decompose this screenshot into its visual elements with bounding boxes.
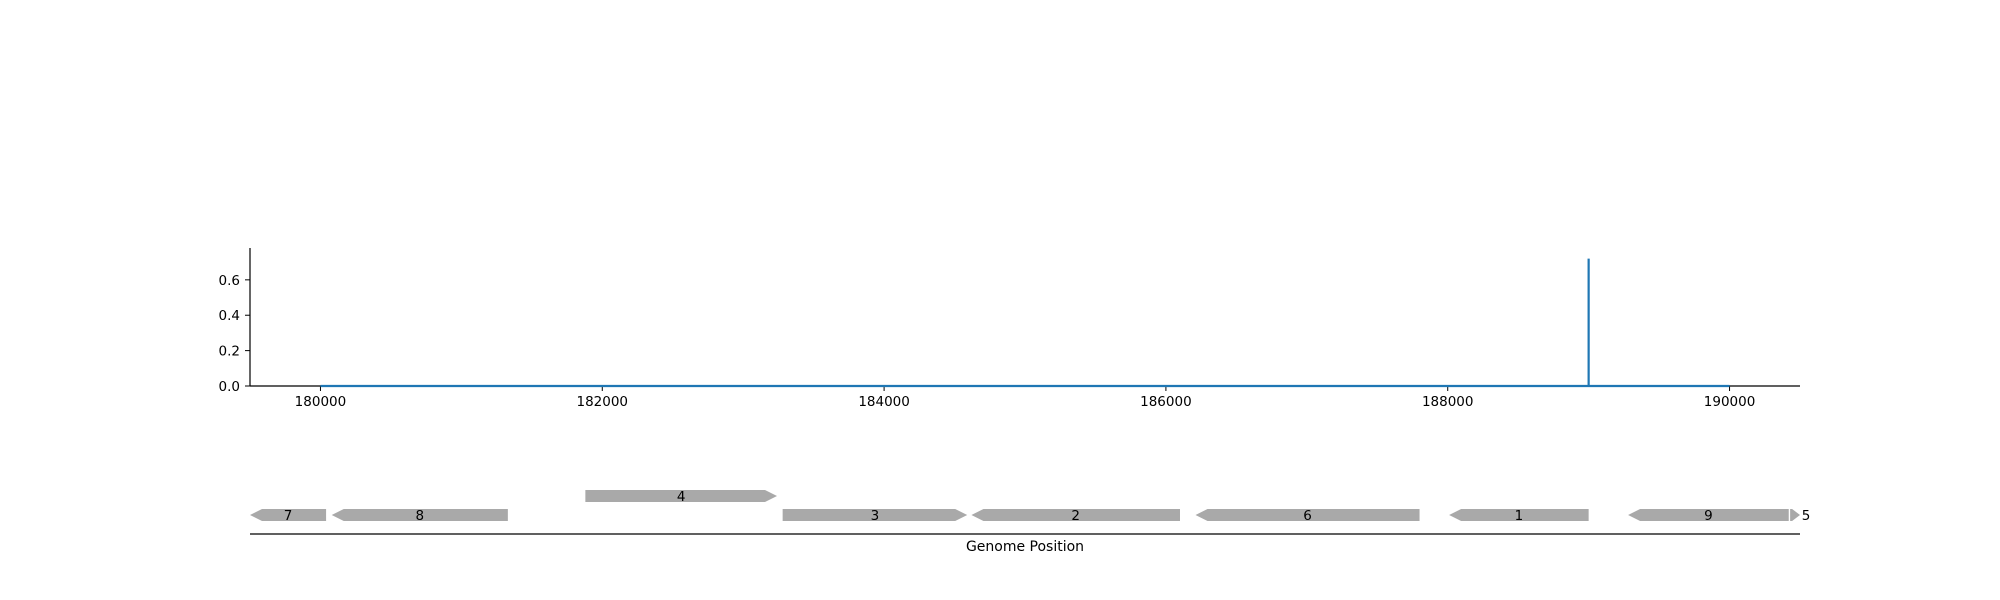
gene-track: 7 8 4 3 2 6 1 9 5 Genome Position <box>250 489 1810 555</box>
gene-feature-label: 4 <box>677 489 686 505</box>
gene-feature-label: 3 <box>871 508 880 524</box>
gene-feature-label: 1 <box>1515 508 1524 524</box>
x-tick-label: 190000 <box>1704 394 1756 410</box>
x-tick-label: 182000 <box>576 394 628 410</box>
x-tick-label: 184000 <box>858 394 910 410</box>
x-tick-label: 186000 <box>1140 394 1192 410</box>
gene-feature-arrow <box>585 490 777 502</box>
x-ticks: 180000 182000 184000 186000 188000 190000 <box>295 386 1756 410</box>
y-tick-label: 0.0 <box>219 379 240 395</box>
x-tick-label: 180000 <box>295 394 347 410</box>
gene-feature-label: 8 <box>415 508 424 524</box>
y-tick-label: 0.2 <box>219 344 240 360</box>
gene-feature-label: 2 <box>1071 508 1080 524</box>
gene-feature-label: 9 <box>1704 508 1713 524</box>
gene-feature-label: 7 <box>284 508 293 524</box>
gene-feature-label: 5 <box>1802 508 1811 524</box>
coverage-series-line <box>320 258 1730 388</box>
gene-feature-arrow <box>1449 509 1589 521</box>
x-tick-label: 188000 <box>1422 394 1474 410</box>
series-layer <box>320 258 1730 388</box>
gene-feature-arrow <box>1195 509 1420 521</box>
gene-feature-arrow <box>1790 509 1800 521</box>
y-ticks: 0.0 0.2 0.4 0.6 <box>219 273 250 395</box>
gene-feature-arrow <box>250 509 327 521</box>
features-layer: 7 8 4 3 2 6 1 9 5 <box>250 489 1810 524</box>
gene-feature-arrow <box>971 509 1180 521</box>
coverage-plot: 0.0 0.2 0.4 0.6 180000 182000 184000 186000 188… <box>219 248 1800 410</box>
gene-feature-arrow <box>331 509 508 521</box>
gene-feature-arrow <box>1628 509 1789 521</box>
gene-feature-arrow <box>782 509 968 521</box>
y-tick-label: 0.6 <box>219 273 240 289</box>
gene-feature-label: 6 <box>1303 508 1312 524</box>
y-tick-label: 0.4 <box>219 308 240 324</box>
gene-track-xlabel: Genome Position <box>966 539 1084 555</box>
